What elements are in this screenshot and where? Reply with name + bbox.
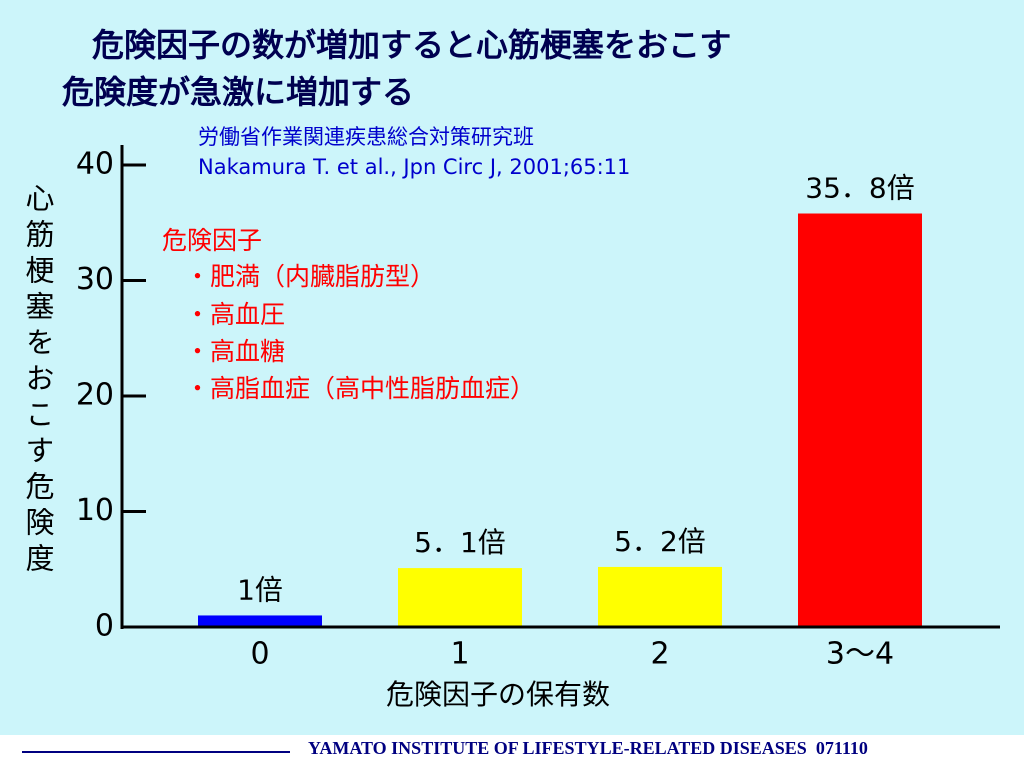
chart-title: 危険度が急激に増加する [62,73,414,111]
annotation: ・高血圧 [185,300,285,329]
y-tick-label: 20 [76,378,114,413]
subtitle: Nakamura T. et al., Jpn Circ J, 2001;65:… [198,155,630,179]
footer: YAMATO INSTITUTE OF LIFESTYLE-RELATED DI… [308,738,868,758]
value-label: 5．2倍 [614,525,706,558]
y-axis-label: 心筋梗塞をおこす危険度 [21,183,55,579]
x-axis-label: 危険因子の保有数 [386,678,610,711]
bar [198,615,322,627]
value-label: 5．1倍 [414,526,506,559]
annotation: 危険因子 [162,226,262,255]
subtitle: 労働省作業関連疾患総合対策研究班 [198,125,534,149]
annotation: ・高脂血症（高中性脂肪血症） [185,374,535,403]
y-tick-label: 30 [76,262,114,297]
value-label: 1倍 [237,573,283,606]
y-tick-label: 0 [95,609,114,644]
x-tick-label: 1 [450,637,469,672]
x-tick-label: 3～4 [826,637,894,672]
value-label: 35．8倍 [805,172,914,205]
bar [598,566,722,627]
annotation: ・肥満（内臓脂肪型） [185,262,435,291]
chart-title: 危険因子の数が増加すると心筋梗塞をおこす [92,26,731,64]
bar [398,568,522,627]
x-tick-label: 0 [250,637,269,672]
x-tick-label: 2 [650,637,669,672]
bar [798,213,922,627]
annotation: ・高血糖 [185,337,285,366]
y-tick-label: 10 [76,493,114,528]
y-tick-label: 40 [76,147,114,182]
